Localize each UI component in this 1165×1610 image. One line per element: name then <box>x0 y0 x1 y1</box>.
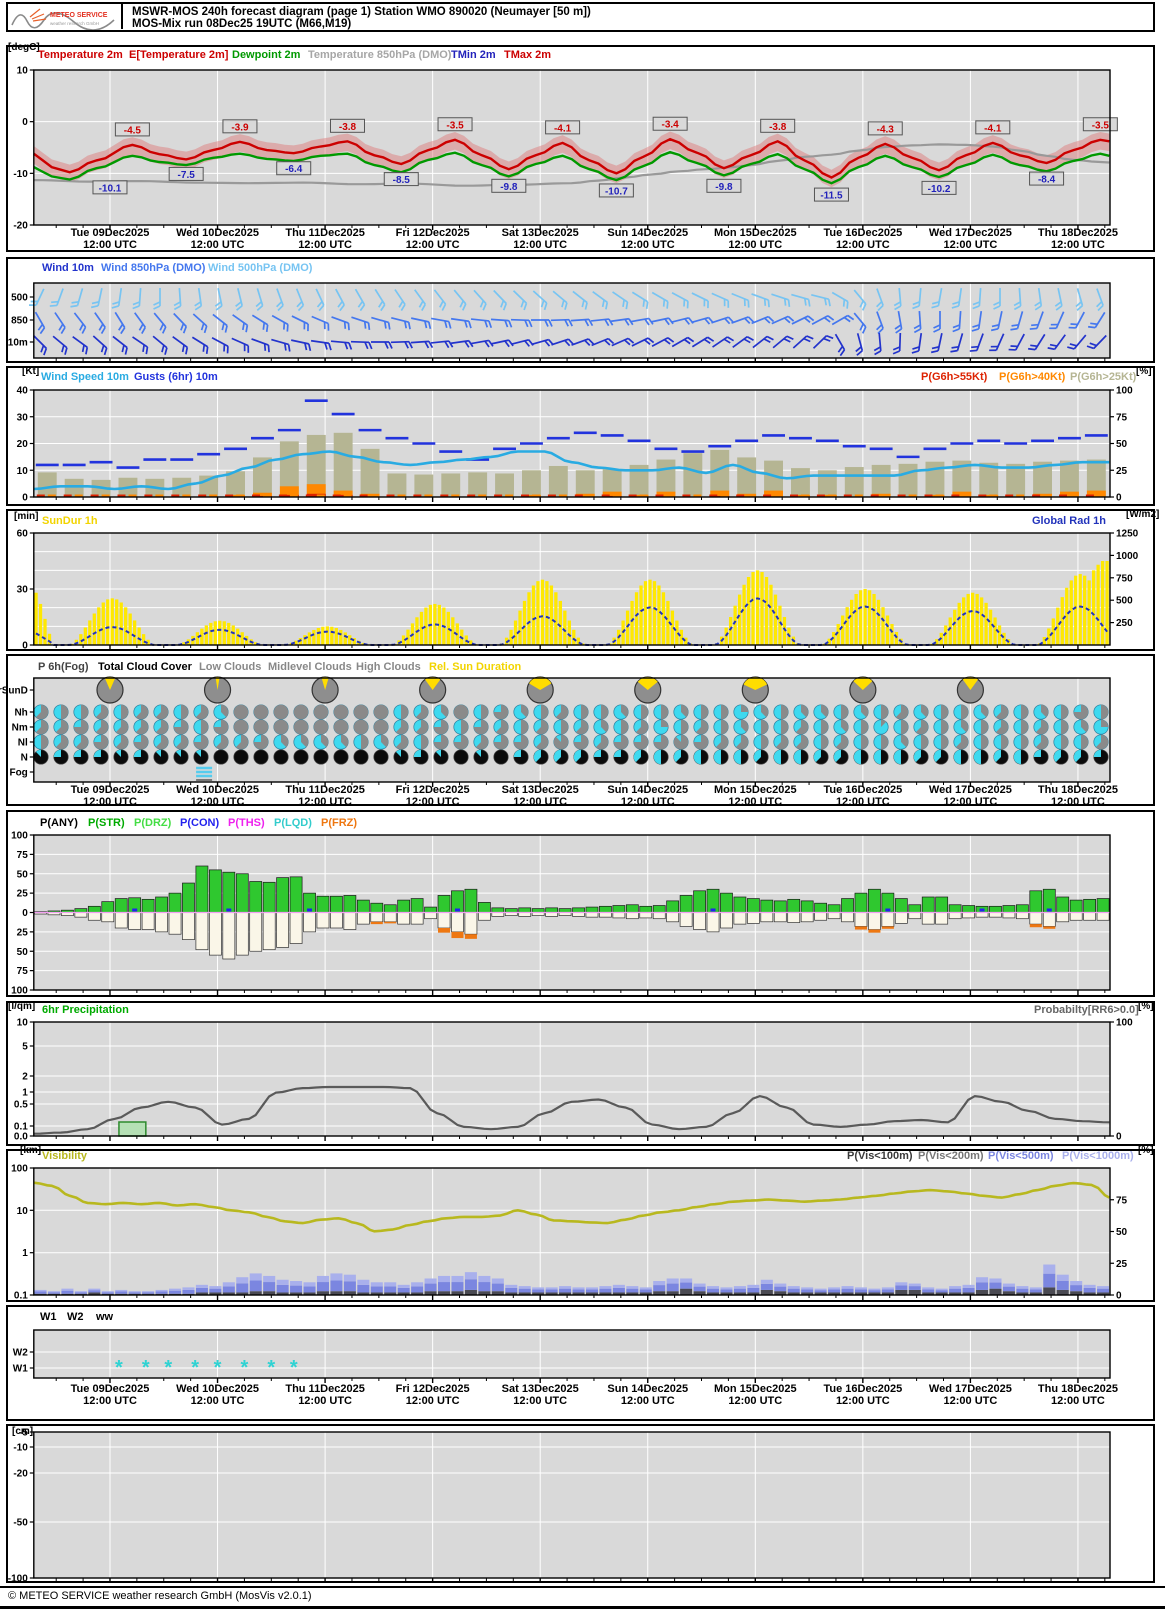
legend-midlevel-clouds: Midlevel Clouds <box>268 661 352 673</box>
page-title-line1: MSWR-MOS 240h forecast diagram (page 1) … <box>132 6 591 18</box>
legend-p-vis1000: P(Vis<1000m) <box>1062 1150 1134 1162</box>
unit-degc: [degC] <box>8 42 40 53</box>
legend-p6h-fog: P 6h(Fog) <box>38 661 89 673</box>
unit-kt: [Kt] <box>22 366 40 377</box>
unit-cm: [cm] <box>12 1426 34 1437</box>
svg-text:METEO SERVICE: METEO SERVICE <box>50 12 108 19</box>
page-title-line2: MOS-Mix run 08Dec25 19UTC (M66,M19) <box>132 18 352 30</box>
unit-km: [km] <box>20 1145 42 1156</box>
precipitation-panel <box>6 1001 1155 1146</box>
legend-tmin-2m: TMin 2m <box>451 49 496 61</box>
unit-pct-precip: [%] <box>1138 1001 1154 1012</box>
svg-text:weather research GmbH: weather research GmbH <box>50 21 99 26</box>
unit-pct-vis: [%] <box>1138 1145 1154 1156</box>
legend-p-g25: P(G6h>25Kt) <box>1070 371 1137 383</box>
unit-wm2: [W/m2] <box>1126 509 1160 520</box>
legend-dewpoint-2m: Dewpoint 2m <box>232 49 301 61</box>
legend-wind-500hpa: Wind 500hPa (DMO) <box>208 262 313 274</box>
visibility-panel <box>6 1149 1155 1302</box>
unit-min: [min] <box>14 511 39 522</box>
bottom-edge-bar <box>0 1606 1165 1609</box>
legend-p-any: P(ANY) <box>40 817 78 829</box>
logo-separator <box>121 3 123 29</box>
sunshine-radiation-panel <box>6 509 1155 651</box>
meteo-service-logo-icon: METEO SERVICE weather research GmbH <box>11 8 115 30</box>
snow-depth-panel <box>6 1424 1155 1583</box>
unit-lqm: [l/qm] <box>8 1001 36 1012</box>
cloud-cover-panel <box>6 654 1155 806</box>
legend-wind-speed-10m: Wind Speed 10m <box>41 371 129 383</box>
legend-p-str: P(STR) <box>88 817 125 829</box>
temperature-panel <box>6 45 1155 252</box>
legend-global-rad: Global Rad 1h <box>1032 515 1106 527</box>
legend-p-con: P(CON) <box>180 817 220 829</box>
legend-ww: ww <box>96 1311 114 1323</box>
legend-total-cloud-cover: Total Cloud Cover <box>98 661 192 673</box>
precip-type-probability-panel <box>6 810 1155 997</box>
legend-gusts-10m: Gusts (6hr) 10m <box>134 371 218 383</box>
legend-p-ths: P(THS) <box>228 817 265 829</box>
legend-sundur: SunDur 1h <box>42 515 98 527</box>
legend-e-temperature-2m: E[Temperature 2m] <box>129 49 229 61</box>
weather-symbols-panel <box>6 1305 1155 1421</box>
legend-w2: W2 <box>67 1311 84 1323</box>
legend-low-clouds: Low Clouds <box>199 661 262 673</box>
legend-high-clouds: High Clouds <box>356 661 421 673</box>
legend-temperature-2m: Temperature 2m <box>38 49 123 61</box>
legend-probability-rr6: Probabilty[RR6>0.0] <box>1034 1004 1139 1016</box>
wind-speed-panel <box>6 366 1155 506</box>
header-panel <box>6 2 1155 32</box>
legend-p-g55: P(G6h>55Kt) <box>921 371 988 383</box>
legend-p-drz: P(DRZ) <box>134 817 172 829</box>
footer-divider <box>0 1586 1165 1588</box>
legend-wind-10m: Wind 10m <box>42 262 94 274</box>
legend-p-lqd: P(LQD) <box>274 817 312 829</box>
legend-rel-sun-duration: Rel. Sun Duration <box>429 661 522 673</box>
unit-pct-ws: [%] <box>1136 366 1152 377</box>
legend-tmax-2m: TMax 2m <box>504 49 552 61</box>
legend-w1: W1 <box>40 1311 57 1323</box>
legend-p-vis500: P(Vis<500m) <box>988 1150 1054 1162</box>
legend-p-frz: P(FRZ) <box>321 817 358 829</box>
legend-wind-850hpa: Wind 850hPa (DMO) <box>101 262 206 274</box>
legend-p-g40: P(G6h>40Kt) <box>999 371 1066 383</box>
legend-temp-850hpa: Temperature 850hPa (DMO) <box>308 49 452 61</box>
legend-visibility: Visibility <box>42 1150 88 1162</box>
legend-6hr-precipitation: 6hr Precipitation <box>42 1004 129 1016</box>
legend-p-vis100: P(Vis<100m) <box>847 1150 913 1162</box>
footer-copyright: © METEO SERVICE weather research GmbH (M… <box>8 1590 312 1602</box>
legend-p-vis200: P(Vis<200m) <box>918 1150 984 1162</box>
